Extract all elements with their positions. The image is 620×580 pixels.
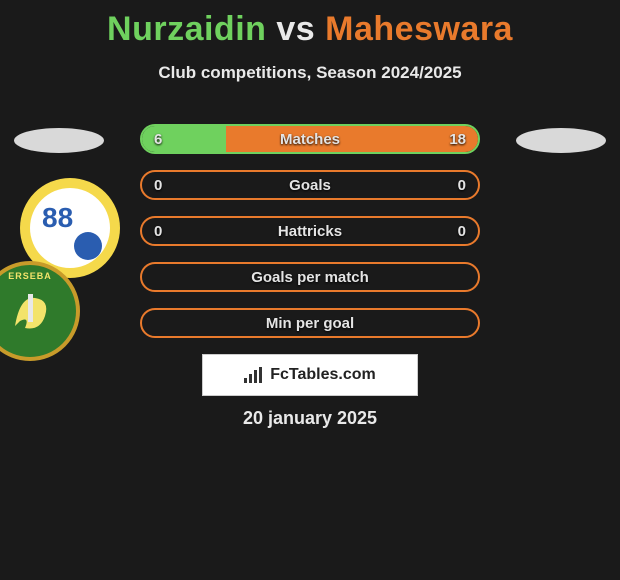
stat-label: Hattricks [278, 223, 342, 240]
stat-value-left: 6 [154, 131, 162, 148]
team-b-badge-motif [5, 286, 55, 336]
stat-value-right: 0 [458, 177, 466, 194]
comparison-title: Nurzaidin vs Maheswara [0, 0, 620, 49]
stat-label: Goals per match [251, 269, 369, 286]
team-a-badge-number: 88 [42, 202, 73, 234]
stat-label: Min per goal [266, 315, 354, 332]
stat-bar-goals: 0 Goals 0 [140, 170, 480, 200]
player1-name: Nurzaidin [107, 10, 266, 48]
team-a-badge-inner: 88 [30, 188, 110, 268]
subtitle: Club competitions, Season 2024/2025 [0, 63, 620, 83]
stat-value-left: 0 [154, 177, 162, 194]
stats-container: 6 Matches 18 0 Goals 0 0 Hattricks 0 Goa… [140, 124, 480, 354]
stat-value-right: 0 [458, 223, 466, 240]
stat-bar-goals-per-match: Goals per match [140, 262, 480, 292]
vs-text: vs [276, 10, 315, 48]
stat-value-right: 18 [449, 131, 466, 148]
stat-bar-min-per-goal: Min per goal [140, 308, 480, 338]
player2-name: Maheswara [325, 10, 513, 48]
stat-bar-matches: 6 Matches 18 [140, 124, 480, 154]
team-b-badge: ERSEBA [0, 261, 80, 361]
player1-silhouette [14, 128, 104, 153]
stat-value-left: 0 [154, 223, 162, 240]
stat-label: Goals [289, 177, 331, 194]
bar-chart-icon [244, 367, 264, 383]
date-text: 20 january 2025 [0, 408, 620, 429]
soccer-ball-icon [74, 232, 102, 260]
player2-silhouette [516, 128, 606, 153]
stat-fill-right [226, 126, 478, 152]
brand-box[interactable]: FcTables.com [202, 354, 418, 396]
brand-text: FcTables.com [270, 366, 376, 384]
stat-bar-hattricks: 0 Hattricks 0 [140, 216, 480, 246]
stat-label: Matches [280, 131, 340, 148]
team-b-badge-text: ERSEBA [0, 271, 70, 281]
